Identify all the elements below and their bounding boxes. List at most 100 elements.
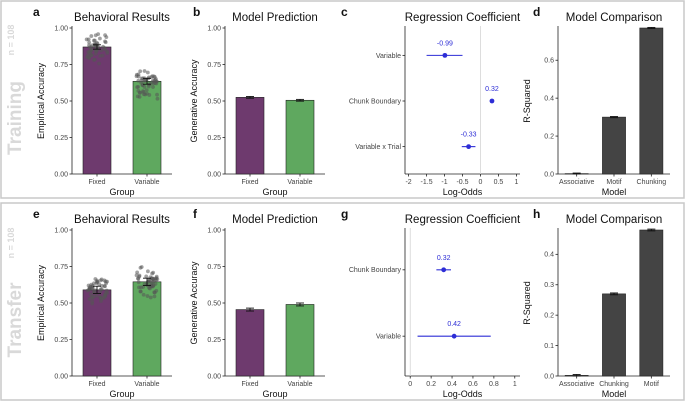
subject-point xyxy=(93,33,98,38)
y-tick-label: 0.0 xyxy=(544,171,554,178)
y-tick-label: 0.6 xyxy=(544,58,554,65)
x-tick-label: Associative xyxy=(559,179,595,186)
x-tick-label: Variable xyxy=(287,381,312,388)
panel-title: Regression Coefficient xyxy=(405,12,521,24)
subject-point xyxy=(89,282,94,287)
subject-point xyxy=(101,44,105,49)
y-tick-label: 0.4 xyxy=(544,96,554,103)
subject-point xyxy=(95,279,100,284)
x-tick-label: -2 xyxy=(405,179,411,186)
y-axis-title: Empirical Accuracy xyxy=(36,62,46,139)
y-axis-title-group: R-Squared xyxy=(522,281,532,325)
bar-variable xyxy=(285,99,315,175)
subject-point xyxy=(147,279,152,284)
y-axis-title: Generative Accuracy xyxy=(189,261,199,345)
subject-point xyxy=(141,90,146,94)
y-tick-label: 0.25 xyxy=(207,337,221,344)
y-tick-label: Variable xyxy=(376,53,401,60)
y-tick-label: 0.75 xyxy=(54,264,68,271)
panel-letter-e: e xyxy=(33,207,40,221)
y-tick-label: 0.2 xyxy=(544,133,554,140)
panel-title: Model Comparison xyxy=(566,12,663,24)
subject-point xyxy=(154,276,159,280)
x-axis-title: Log-Odds xyxy=(443,187,483,197)
x-axis-title: Group xyxy=(109,389,134,399)
x-tick-label: 1 xyxy=(513,381,517,388)
x-axis-title: Model xyxy=(602,187,627,197)
bar-fixed xyxy=(82,46,112,175)
panel-title: Regression Coefficient xyxy=(405,214,521,226)
y-tick-label: 1.00 xyxy=(207,25,221,32)
y-tick-label: 0.25 xyxy=(54,337,68,344)
subject-point xyxy=(98,36,102,41)
y-tick-label: Chunk Boundary xyxy=(349,267,402,274)
subject-point xyxy=(142,85,147,89)
panel-title: Model Prediction xyxy=(232,12,318,24)
panel-title: Model Comparison xyxy=(566,214,663,226)
subject-point xyxy=(94,293,99,298)
subject-point xyxy=(136,84,141,89)
subject-point xyxy=(87,286,92,291)
subject-point xyxy=(145,70,150,75)
y-tick-label: Chunk Boundary xyxy=(349,98,402,105)
subject-point xyxy=(134,74,139,79)
x-tick-label: 1 xyxy=(514,179,518,186)
panel-letter-h: h xyxy=(533,207,540,221)
y-tick-label: 0.50 xyxy=(54,98,68,105)
coef-value-label: -0.33 xyxy=(461,132,477,139)
subject-point xyxy=(87,297,92,301)
subject-point xyxy=(152,294,157,299)
subject-point xyxy=(151,85,155,89)
bar-fixed xyxy=(235,97,265,175)
subject-point xyxy=(97,61,102,66)
subject-point xyxy=(98,289,102,294)
x-tick-label: Variable xyxy=(287,179,312,186)
subject-point xyxy=(151,78,155,83)
subject-point xyxy=(148,295,153,300)
x-tick-label: 0.6 xyxy=(468,381,478,388)
panel-letter-c: c xyxy=(341,5,348,19)
y-tick-label: 0.1 xyxy=(544,343,554,350)
subject-point xyxy=(138,265,143,270)
y-tick-label: 0.00 xyxy=(54,373,68,380)
y-axis-title-group: Generative Accuracy xyxy=(189,261,199,345)
subject-point xyxy=(151,81,156,86)
y-tick-label: 0.4 xyxy=(544,252,554,259)
y-tick-label: 0.0 xyxy=(544,373,554,380)
y-tick-label: 0.00 xyxy=(54,171,68,178)
y-tick-label: 0.25 xyxy=(54,135,68,142)
y-tick-label: 0.2 xyxy=(544,313,554,320)
coef-point xyxy=(489,98,495,104)
y-tick-label: 0.75 xyxy=(207,264,221,271)
subject-point xyxy=(89,34,94,38)
y-tick-label: 0.50 xyxy=(207,98,221,105)
subject-point xyxy=(137,94,142,99)
x-tick-label: 0.4 xyxy=(447,381,457,388)
subject-point xyxy=(103,39,107,44)
bar-fixed xyxy=(82,289,112,377)
subject-point xyxy=(87,56,92,60)
subject-point xyxy=(141,285,146,289)
bar-fixed xyxy=(235,309,265,377)
y-tick-label: 0.75 xyxy=(207,62,221,69)
panel-title: Model Prediction xyxy=(232,214,318,226)
bar-variable xyxy=(285,304,315,377)
y-tick-label: 0.00 xyxy=(207,171,221,178)
subject-point xyxy=(93,277,98,281)
y-tick-label: 1.00 xyxy=(54,25,68,32)
x-tick-label: Chunking xyxy=(637,179,667,186)
x-tick-label: 0 xyxy=(408,381,412,388)
subject-point xyxy=(89,47,94,52)
subject-point xyxy=(90,286,95,291)
bar-motif xyxy=(602,116,626,175)
subject-point xyxy=(150,277,155,282)
subject-point xyxy=(135,270,140,275)
y-axis-title-group: Generative Accuracy xyxy=(189,59,199,143)
x-tick-label: Associative xyxy=(559,381,595,388)
y-axis-title-group: R-Squared xyxy=(522,79,532,123)
panel-letter-d: d xyxy=(533,5,540,19)
subject-point xyxy=(144,274,149,279)
y-tick-label: 0.75 xyxy=(54,62,68,69)
subject-point xyxy=(155,92,159,97)
subject-point xyxy=(134,273,139,278)
